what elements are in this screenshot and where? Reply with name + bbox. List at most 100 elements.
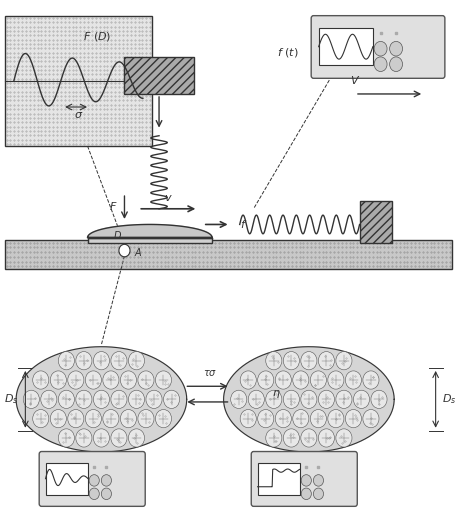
Circle shape	[129, 352, 145, 370]
Circle shape	[283, 390, 299, 408]
Circle shape	[103, 371, 119, 389]
Circle shape	[58, 429, 74, 447]
Circle shape	[336, 429, 352, 447]
Circle shape	[275, 371, 291, 389]
Circle shape	[155, 410, 171, 428]
Circle shape	[319, 390, 335, 408]
Circle shape	[266, 429, 282, 447]
Circle shape	[319, 429, 335, 447]
Circle shape	[374, 57, 387, 72]
Bar	[360, 201, 392, 243]
Circle shape	[363, 371, 379, 389]
Circle shape	[240, 410, 256, 428]
Circle shape	[58, 390, 74, 408]
Circle shape	[101, 474, 112, 486]
Bar	[258, 462, 300, 495]
Text: $D_s$: $D_s$	[4, 393, 19, 406]
Circle shape	[345, 410, 361, 428]
Circle shape	[363, 410, 379, 428]
Circle shape	[310, 410, 326, 428]
Circle shape	[155, 371, 171, 389]
Circle shape	[313, 488, 324, 500]
Text: $v$: $v$	[164, 193, 172, 203]
Circle shape	[103, 410, 119, 428]
Text: $D$: $D$	[113, 229, 122, 241]
Text: $\eta$: $\eta$	[272, 388, 281, 400]
Circle shape	[293, 371, 309, 389]
Circle shape	[138, 371, 154, 389]
Circle shape	[111, 390, 127, 408]
Circle shape	[258, 371, 274, 389]
Circle shape	[266, 390, 282, 408]
Circle shape	[301, 352, 317, 370]
Bar	[5, 16, 152, 146]
Circle shape	[230, 390, 247, 408]
Circle shape	[301, 488, 311, 500]
Circle shape	[336, 352, 352, 370]
Circle shape	[111, 352, 127, 370]
Circle shape	[50, 410, 66, 428]
Circle shape	[345, 371, 361, 389]
Circle shape	[129, 429, 145, 447]
Circle shape	[41, 390, 57, 408]
Circle shape	[23, 390, 39, 408]
Circle shape	[293, 410, 309, 428]
Text: $\tau\sigma$: $\tau\sigma$	[202, 369, 217, 378]
Circle shape	[89, 474, 99, 486]
Circle shape	[275, 410, 291, 428]
Circle shape	[319, 352, 335, 370]
Circle shape	[310, 371, 326, 389]
Circle shape	[248, 390, 264, 408]
Circle shape	[313, 474, 324, 486]
Circle shape	[119, 244, 130, 257]
Circle shape	[390, 41, 402, 56]
Circle shape	[89, 488, 99, 500]
FancyBboxPatch shape	[251, 452, 357, 506]
Circle shape	[111, 429, 127, 447]
Circle shape	[68, 371, 84, 389]
Text: $D_s$: $D_s$	[442, 393, 457, 406]
Bar	[319, 28, 373, 65]
Circle shape	[301, 429, 317, 447]
Circle shape	[390, 57, 402, 72]
Text: $\sigma$: $\sigma$	[74, 110, 83, 121]
Circle shape	[120, 371, 136, 389]
Circle shape	[240, 371, 256, 389]
Circle shape	[301, 474, 311, 486]
Circle shape	[76, 429, 92, 447]
Circle shape	[138, 410, 154, 428]
Circle shape	[120, 410, 136, 428]
Bar	[88, 238, 212, 243]
Circle shape	[283, 429, 299, 447]
Circle shape	[94, 429, 109, 447]
Circle shape	[33, 410, 49, 428]
Text: $f\ (t)$: $f\ (t)$	[277, 46, 298, 58]
Circle shape	[354, 390, 370, 408]
Polygon shape	[16, 347, 187, 452]
Bar	[46, 462, 88, 495]
Circle shape	[301, 390, 317, 408]
Circle shape	[374, 41, 387, 56]
FancyBboxPatch shape	[39, 452, 145, 506]
Text: $V$: $V$	[350, 74, 360, 86]
Circle shape	[266, 352, 282, 370]
Circle shape	[58, 352, 74, 370]
Circle shape	[164, 390, 180, 408]
Circle shape	[328, 371, 344, 389]
Circle shape	[76, 390, 92, 408]
Circle shape	[76, 352, 92, 370]
Circle shape	[129, 390, 145, 408]
Circle shape	[94, 390, 109, 408]
Circle shape	[85, 410, 101, 428]
Circle shape	[68, 410, 84, 428]
Circle shape	[33, 371, 49, 389]
Bar	[124, 57, 194, 94]
Text: $F$: $F$	[109, 200, 118, 212]
Text: $f$: $f$	[240, 219, 247, 230]
Circle shape	[85, 371, 101, 389]
Bar	[5, 240, 452, 269]
Circle shape	[336, 390, 352, 408]
Circle shape	[283, 352, 299, 370]
Circle shape	[371, 390, 387, 408]
Circle shape	[328, 410, 344, 428]
